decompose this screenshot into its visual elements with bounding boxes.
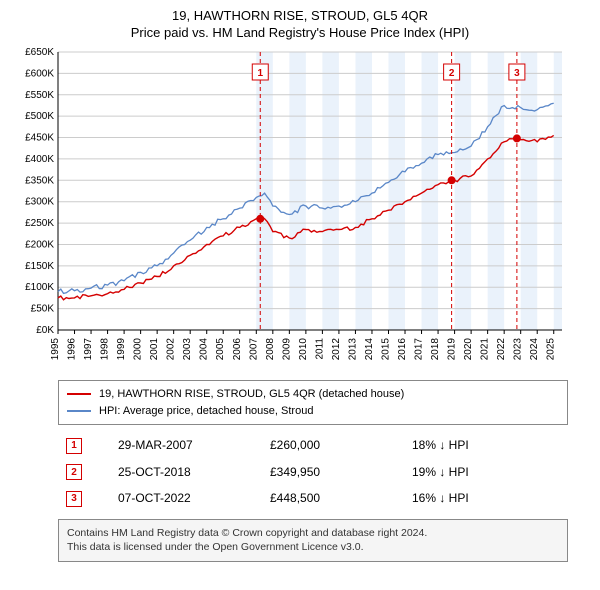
sale-price: £448,500 — [264, 486, 404, 511]
svg-text:2007: 2007 — [248, 338, 259, 361]
svg-text:2003: 2003 — [182, 338, 193, 361]
sales-table: 1 29-MAR-2007£260,00018% ↓ HPI 2 25-OCT-201… — [58, 431, 568, 513]
page-title: 19, HAWTHORN RISE, STROUD, GL5 4QR — [12, 8, 588, 23]
chart-canvas: £0K £50K £100K £150K £200K £250K £300K £350K £40… — [12, 46, 572, 376]
svg-text:2006: 2006 — [232, 338, 243, 361]
legend-row-hpi: HPI: Average price, detached house, Stro… — [67, 403, 559, 420]
svg-text:2010: 2010 — [298, 338, 309, 361]
sale-delta: 18% ↓ HPI — [406, 433, 566, 458]
sale-price: £349,950 — [264, 460, 404, 485]
svg-text:£600K: £600K — [25, 68, 54, 79]
svg-text:1: 1 — [257, 68, 263, 79]
svg-text:2: 2 — [449, 68, 455, 79]
svg-text:1996: 1996 — [67, 338, 78, 361]
price-chart: £0K £50K £100K £150K £200K £250K £300K £350K £40… — [12, 46, 588, 376]
svg-text:2004: 2004 — [199, 338, 210, 361]
sale-marker-num: 1 — [66, 438, 82, 454]
svg-text:£200K: £200K — [25, 239, 54, 250]
svg-text:1995: 1995 — [50, 338, 61, 361]
footer-note: Contains HM Land Registry data © Crown c… — [58, 519, 568, 562]
legend-label-hpi: HPI: Average price, detached house, Stro… — [99, 403, 313, 420]
legend: 19, HAWTHORN RISE, STROUD, GL5 4QR (deta… — [58, 380, 568, 425]
svg-text:£250K: £250K — [25, 218, 54, 229]
sales-row: 2 25-OCT-2018£349,95019% ↓ HPI — [60, 460, 566, 485]
svg-text:£0K: £0K — [36, 325, 54, 336]
svg-text:2002: 2002 — [166, 338, 177, 361]
svg-text:£400K: £400K — [25, 154, 54, 165]
footer-line2: This data is licensed under the Open Gov… — [67, 540, 559, 555]
svg-text:£150K: £150K — [25, 261, 54, 272]
legend-row-property: 19, HAWTHORN RISE, STROUD, GL5 4QR (deta… — [67, 386, 559, 403]
svg-text:£100K: £100K — [25, 282, 54, 293]
svg-text:2014: 2014 — [364, 338, 375, 361]
svg-text:2022: 2022 — [496, 338, 507, 361]
svg-text:2018: 2018 — [430, 338, 441, 361]
sale-delta: 19% ↓ HPI — [406, 460, 566, 485]
svg-text:2024: 2024 — [529, 338, 540, 361]
svg-text:2000: 2000 — [133, 338, 144, 361]
svg-text:£500K: £500K — [25, 111, 54, 122]
svg-text:1999: 1999 — [116, 338, 127, 361]
sale-marker-num: 3 — [66, 491, 82, 507]
svg-text:2011: 2011 — [314, 338, 325, 360]
svg-text:2020: 2020 — [463, 338, 474, 361]
svg-text:2001: 2001 — [149, 338, 160, 361]
svg-text:3: 3 — [514, 68, 520, 79]
svg-text:2009: 2009 — [281, 338, 292, 361]
svg-text:2017: 2017 — [414, 338, 425, 361]
sales-row: 3 07-OCT-2022£448,50016% ↓ HPI — [60, 486, 566, 511]
svg-text:2015: 2015 — [380, 338, 391, 361]
sale-date: 07-OCT-2022 — [112, 486, 262, 511]
svg-text:2008: 2008 — [265, 338, 276, 361]
legend-swatch-hpi — [67, 410, 91, 412]
svg-text:2012: 2012 — [331, 338, 342, 361]
page-subtitle: Price paid vs. HM Land Registry's House … — [12, 25, 588, 40]
svg-text:2021: 2021 — [480, 338, 491, 361]
legend-label-property: 19, HAWTHORN RISE, STROUD, GL5 4QR (deta… — [99, 386, 404, 403]
sale-date: 25-OCT-2018 — [112, 460, 262, 485]
svg-text:1997: 1997 — [83, 338, 94, 361]
svg-text:£550K: £550K — [25, 90, 54, 101]
sale-marker-num: 2 — [66, 464, 82, 480]
svg-text:2005: 2005 — [215, 338, 226, 361]
footer-line1: Contains HM Land Registry data © Crown c… — [67, 526, 559, 541]
svg-text:1998: 1998 — [100, 338, 111, 361]
svg-text:2025: 2025 — [546, 338, 557, 361]
svg-text:£50K: £50K — [31, 304, 55, 315]
svg-text:£650K: £650K — [25, 47, 54, 58]
svg-text:£350K: £350K — [25, 175, 54, 186]
svg-text:£300K: £300K — [25, 197, 54, 208]
sales-row: 1 29-MAR-2007£260,00018% ↓ HPI — [60, 433, 566, 458]
sale-delta: 16% ↓ HPI — [406, 486, 566, 511]
svg-text:2016: 2016 — [397, 338, 408, 361]
legend-swatch-property — [67, 393, 91, 395]
svg-text:2019: 2019 — [447, 338, 458, 361]
sale-date: 29-MAR-2007 — [112, 433, 262, 458]
svg-text:2023: 2023 — [513, 338, 524, 361]
sale-price: £260,000 — [264, 433, 404, 458]
svg-text:£450K: £450K — [25, 133, 54, 144]
svg-text:2013: 2013 — [347, 338, 358, 361]
